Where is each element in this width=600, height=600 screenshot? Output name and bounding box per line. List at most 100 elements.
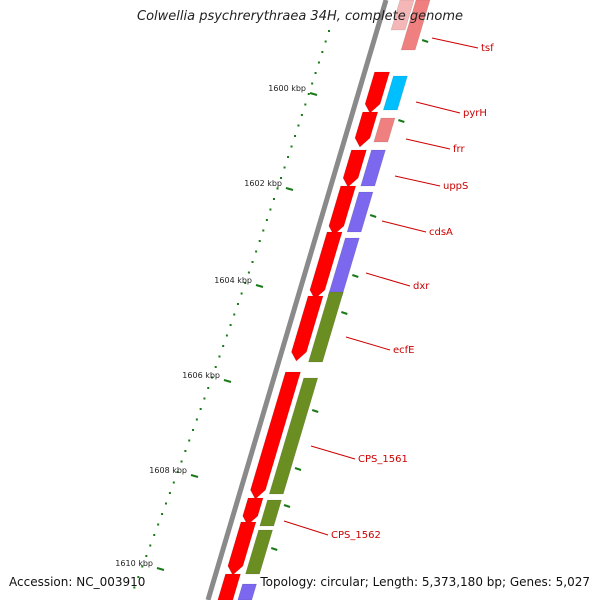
scale-tick — [161, 513, 164, 515]
scale-tick — [214, 366, 217, 368]
genome-backbone — [205, 0, 389, 600]
major-tick — [190, 474, 199, 478]
feature-tick — [341, 311, 348, 315]
major-tick — [255, 284, 264, 288]
scale-tick — [172, 481, 175, 484]
label-leader — [310, 445, 356, 460]
frr-gene — [373, 117, 396, 143]
scale-tick — [137, 576, 140, 578]
dxr-gene — [327, 237, 360, 297]
ecfE-gene — [308, 291, 344, 363]
scale-tick — [145, 555, 148, 557]
feature-tick — [311, 409, 319, 413]
major-tick — [156, 567, 165, 571]
label-leader — [405, 138, 451, 150]
scale-tick — [255, 250, 258, 253]
scale-tick — [180, 460, 183, 463]
feature-tick — [352, 274, 359, 278]
scale-tick — [300, 114, 303, 116]
scale-tick — [192, 429, 195, 431]
CPS_1562-gene — [259, 499, 282, 527]
scale-ticks — [133, 30, 330, 589]
label-leader — [365, 272, 411, 287]
label-leader — [394, 175, 441, 187]
scale-tick — [229, 324, 232, 326]
forward-gene — [309, 231, 343, 300]
scale-tick — [324, 40, 327, 43]
label-leader — [415, 101, 461, 114]
map-title: Colwellia psychrerythraea 34H, complete … — [137, 9, 463, 24]
scale-label: 1606 kbp — [182, 371, 220, 380]
label-leader — [345, 336, 391, 351]
scale-tick — [287, 156, 290, 158]
gene-label: CPS_1561 — [358, 454, 408, 465]
major-tick — [223, 379, 232, 383]
scale-tick — [307, 93, 310, 95]
feature-tick — [270, 547, 278, 551]
reverse-gene — [237, 583, 257, 600]
scale-tick — [188, 439, 191, 442]
scale-tick — [328, 30, 330, 32]
scale-tick — [164, 502, 167, 505]
scale-label: 1604 kbp — [214, 276, 252, 285]
scale-tick — [272, 198, 275, 200]
gene-label: pyrH — [463, 108, 487, 119]
feature-tick — [369, 214, 377, 218]
gene-label: CPS_1562 — [331, 530, 381, 541]
feature-tick — [421, 39, 429, 43]
scale-label: 1608 kbp — [149, 466, 187, 475]
scale-tick — [153, 534, 156, 536]
scale-tick — [317, 61, 320, 64]
scale-tick — [233, 313, 236, 316]
scale-tick — [149, 544, 152, 547]
tsf-gene — [400, 0, 431, 51]
scale-tick — [222, 345, 225, 347]
gene-features — [217, 0, 431, 600]
scale-tick — [265, 219, 268, 221]
uppS-gene — [360, 149, 386, 187]
scale-labels: 1600 kbp 1602 kbp 1604 kbp 1606 kbp 1608 kbp… — [115, 84, 318, 571]
gene-label-leaders — [283, 37, 479, 536]
scale-tick — [240, 292, 243, 295]
scale-tick — [283, 166, 286, 169]
gene-label: uppS — [443, 181, 468, 192]
major-tick — [309, 92, 318, 96]
feature-tick — [398, 119, 405, 123]
CPS_1561-gene — [268, 377, 319, 495]
scale-tick — [269, 208, 272, 211]
forward-gene — [328, 185, 357, 236]
gene-labels: tsf pyrH frr uppS cdsA dxr ecfE CPS_1561 CPS_156… — [331, 43, 494, 541]
scale-tick — [225, 334, 228, 337]
scale-tick — [311, 82, 314, 85]
scale-tick — [244, 282, 247, 284]
scale-tick — [321, 51, 324, 53]
scale-tick — [290, 145, 293, 148]
scale-tick — [133, 586, 136, 589]
scale-label: 1610 kbp — [115, 559, 153, 568]
scale-tick — [141, 565, 144, 568]
scale-tick — [218, 355, 221, 358]
forward-gene — [390, 0, 415, 31]
gene-label: cdsA — [429, 227, 453, 238]
accession-text: Accession: NC_003910 — [9, 575, 146, 589]
scale-tick — [236, 303, 239, 305]
forward-gene — [250, 371, 301, 500]
scale-tick — [262, 229, 265, 232]
scale-label: 1602 kbp — [244, 179, 282, 188]
forward-gene — [242, 497, 264, 526]
scale-tick — [176, 471, 179, 473]
feature-tick — [283, 504, 291, 508]
scale-tick — [314, 72, 317, 74]
scale-tick — [157, 523, 160, 526]
forward-gene — [364, 71, 391, 114]
scale-tick — [276, 187, 279, 190]
scale-tick — [207, 387, 210, 389]
scale-tick — [293, 135, 296, 137]
gene-label: frr — [453, 144, 465, 155]
scale-tick — [304, 103, 307, 106]
gene-label: ecfE — [393, 345, 415, 356]
genome-summary-text: Topology: circular; Length: 5,373,180 bp… — [260, 575, 590, 589]
scale-tick — [297, 124, 300, 127]
scale-tick — [210, 376, 213, 379]
cdsA-gene — [346, 191, 374, 233]
